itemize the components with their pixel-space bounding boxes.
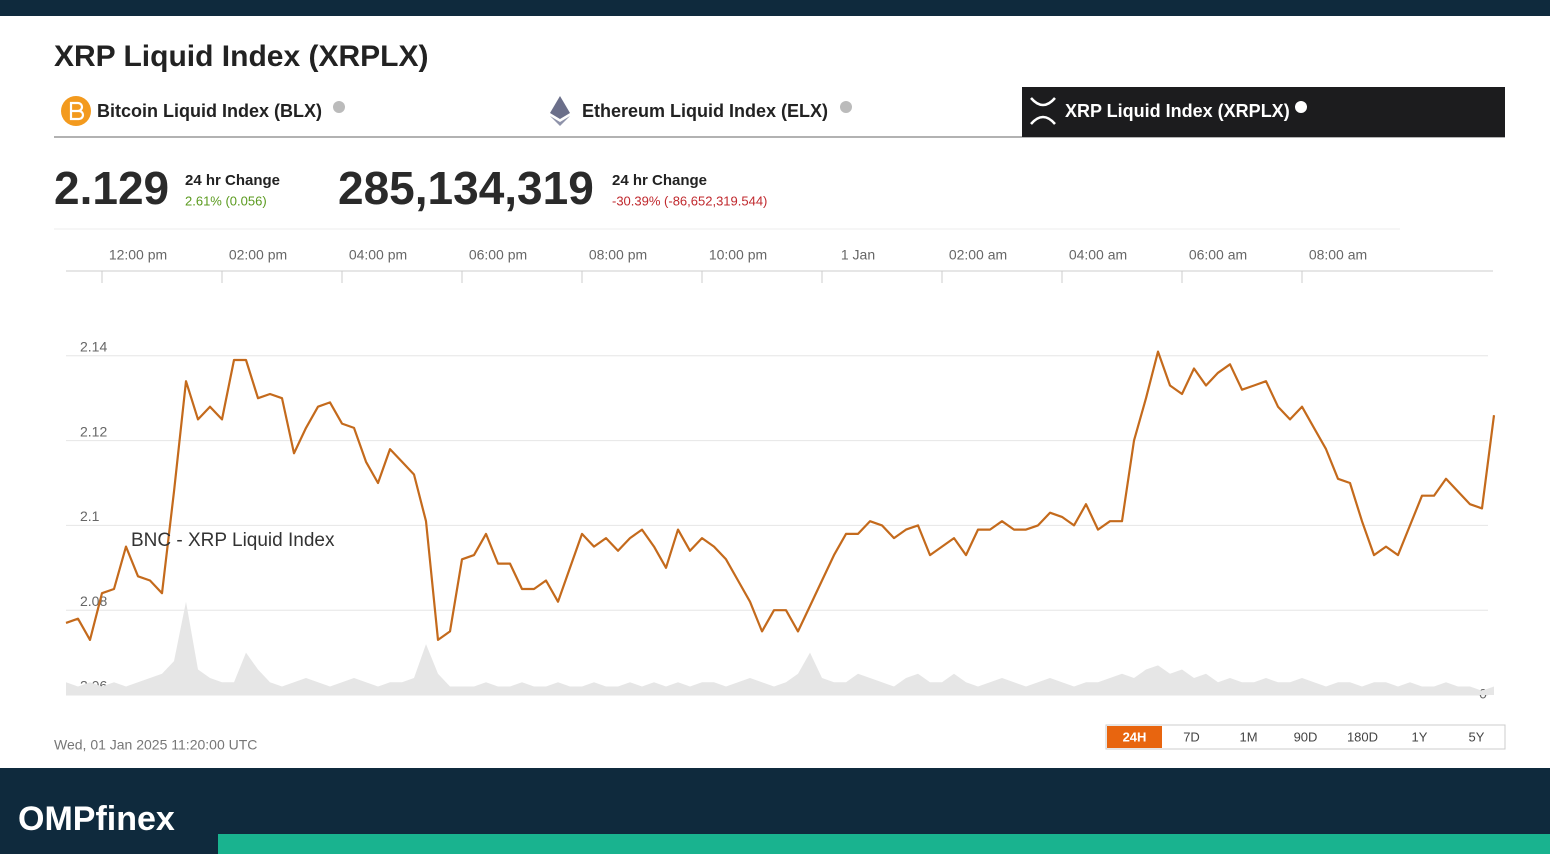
stat-change: -30.39% (-86,652,319.544) bbox=[612, 193, 767, 208]
range-button[interactable]: 90D bbox=[1294, 729, 1318, 744]
active-range bbox=[1107, 726, 1162, 748]
volume-area bbox=[66, 601, 1494, 695]
stats: 2.129 24 hr Change 2.61% (0.056) 285,134,31… bbox=[54, 162, 767, 214]
stat-value: 2.129 bbox=[54, 162, 169, 214]
tabs: Bitcoin Liquid Index (BLX) Ethereum Liqui… bbox=[97, 101, 1290, 121]
range-button[interactable]: 24H bbox=[1123, 729, 1147, 744]
x-tick-label: 10:00 pm bbox=[709, 247, 767, 263]
info-icon bbox=[333, 101, 345, 113]
chart: 12:00 pm 02:00 pm 04:00 pm 06:00 pm 08:00 pm… bbox=[65, 247, 1496, 702]
x-tick-label: 04:00 pm bbox=[349, 247, 407, 263]
x-tick-label: 02:00 am bbox=[949, 247, 1007, 263]
tab-label[interactable]: XRP Liquid Index (XRPLX) bbox=[1065, 101, 1290, 121]
bitcoin-glyph bbox=[69, 101, 85, 121]
top-bar bbox=[0, 0, 1550, 16]
range-button[interactable]: 7D bbox=[1183, 729, 1200, 744]
y-tick-label: 2.08 bbox=[80, 593, 107, 609]
stat-label: 24 hr Change bbox=[612, 172, 707, 189]
ethereum-icon bbox=[550, 96, 570, 119]
x-tick-label: 02:00 pm bbox=[229, 247, 287, 263]
info-icon bbox=[840, 101, 852, 113]
x-tick-label: 1 Jan bbox=[841, 247, 875, 263]
range-button[interactable]: 1Y bbox=[1412, 729, 1428, 744]
x-tick-label: 12:00 pm bbox=[109, 247, 167, 263]
range-button[interactable]: 1M bbox=[1239, 729, 1257, 744]
ranges: 24H 7D 1M 90D 180D 1Y 5Y bbox=[1107, 726, 1485, 748]
chart-annotation: BNC - XRP Liquid Index bbox=[131, 530, 335, 551]
timestamp: Wed, 01 Jan 2025 11:20:00 UTC bbox=[54, 737, 257, 753]
y-tick-label: 2.12 bbox=[80, 423, 107, 439]
page-title: XRP Liquid Index (XRPLX) bbox=[54, 40, 428, 73]
stat-change: 2.61% (0.056) bbox=[185, 193, 267, 208]
x-tick-label: 06:00 pm bbox=[469, 247, 527, 263]
x-tick-label: 08:00 am bbox=[1309, 247, 1367, 263]
range-button[interactable]: 5Y bbox=[1469, 729, 1485, 744]
footer-stripe bbox=[218, 834, 1550, 854]
x-tick-label: 04:00 am bbox=[1069, 247, 1127, 263]
brand-logo: OMPfinex bbox=[18, 800, 175, 838]
info-icon bbox=[1295, 101, 1307, 113]
y-tick-label: 2.1 bbox=[80, 508, 100, 524]
x-tick-label: 06:00 am bbox=[1189, 247, 1247, 263]
xrp-icon bbox=[1030, 97, 1056, 125]
ethereum-icon-base bbox=[550, 116, 570, 126]
range-selector bbox=[1105, 724, 1506, 750]
tab-label[interactable]: Bitcoin Liquid Index (BLX) bbox=[97, 101, 322, 121]
active-tab bbox=[1022, 87, 1505, 137]
stat-value: 285,134,319 bbox=[338, 162, 594, 214]
y-tick-label: 2.14 bbox=[80, 339, 107, 355]
x-tick-label: 08:00 pm bbox=[589, 247, 647, 263]
tab-backgrounds bbox=[1022, 87, 1505, 137]
range-button[interactable]: 180D bbox=[1347, 729, 1378, 744]
price-line bbox=[65, 350, 1496, 641]
tab-label[interactable]: Ethereum Liquid Index (ELX) bbox=[582, 101, 828, 121]
stat-label: 24 hr Change bbox=[185, 172, 280, 189]
